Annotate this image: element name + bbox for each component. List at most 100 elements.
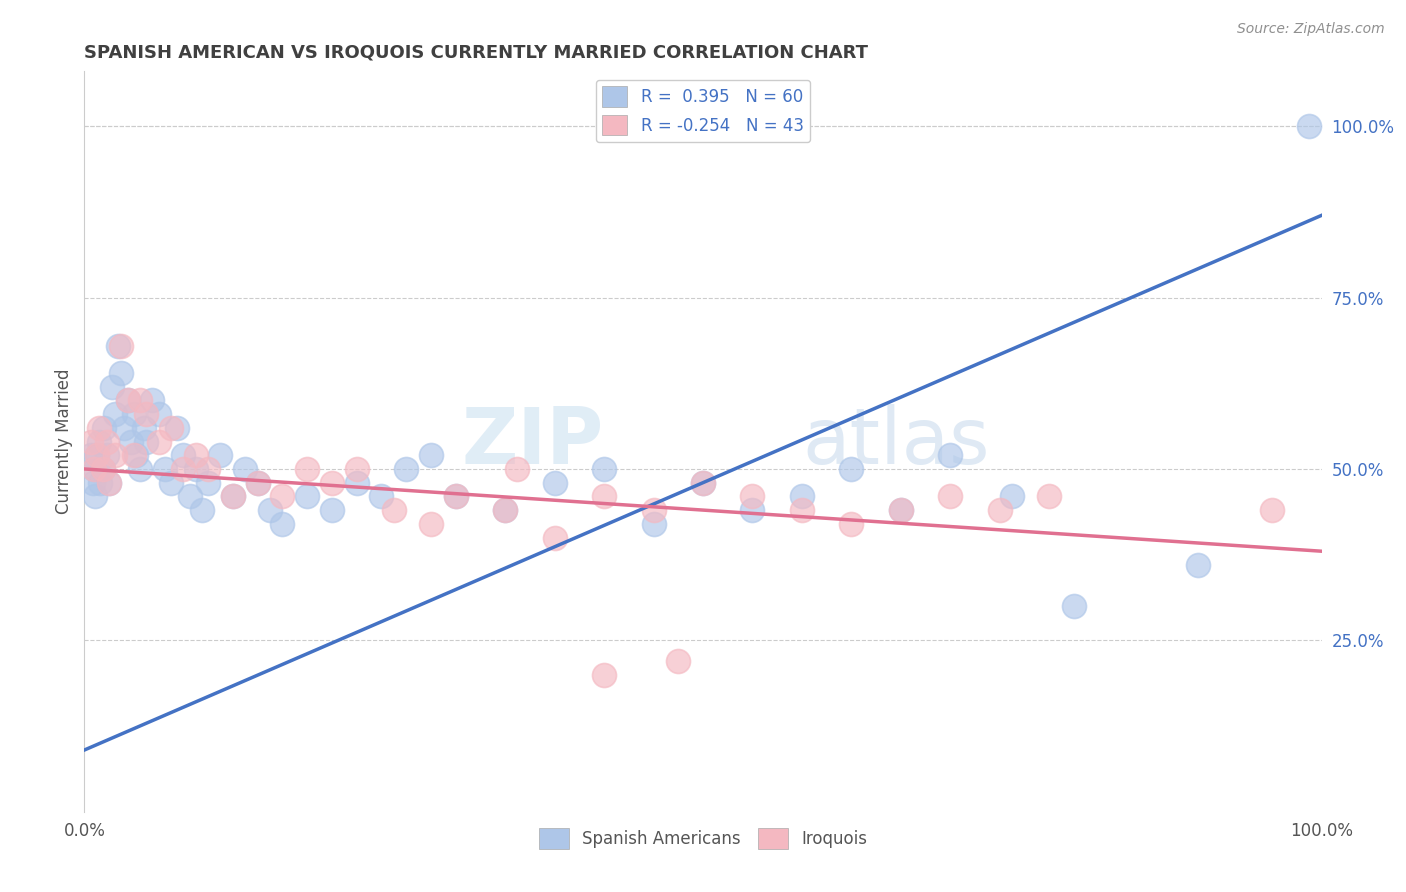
Point: [96, 448, 118, 462]
Point: [172, 448, 194, 462]
Point: [135, 434, 157, 449]
Point: [117, 393, 139, 408]
Point: [643, 516, 665, 531]
Point: [112, 421, 135, 435]
Point: [1063, 599, 1085, 613]
Point: [790, 503, 813, 517]
Point: [741, 503, 763, 517]
Point: [1001, 489, 1024, 503]
Point: [120, 434, 142, 449]
Point: [160, 421, 183, 435]
Point: [209, 448, 232, 462]
Point: [593, 489, 616, 503]
Point: [321, 503, 343, 517]
Point: [82, 475, 104, 490]
Point: [1261, 503, 1284, 517]
Point: [184, 448, 207, 462]
Point: [1038, 489, 1060, 503]
Point: [191, 503, 214, 517]
Point: [346, 475, 368, 490]
Text: atlas: atlas: [801, 403, 990, 480]
Point: [172, 462, 194, 476]
Point: [246, 475, 269, 490]
Point: [132, 421, 155, 435]
Point: [494, 503, 516, 517]
Point: [593, 462, 616, 476]
Point: [419, 448, 441, 462]
Point: [107, 338, 129, 352]
Point: [841, 462, 863, 476]
Point: [1187, 558, 1209, 572]
Point: [79, 448, 101, 462]
Point: [110, 366, 132, 380]
Point: [153, 462, 176, 476]
Point: [295, 489, 318, 503]
Point: [890, 503, 912, 517]
Point: [444, 489, 467, 503]
Point: [939, 489, 962, 503]
Point: [543, 475, 565, 490]
Point: [593, 667, 616, 681]
Point: [125, 448, 148, 462]
Point: [179, 489, 201, 503]
Point: [148, 434, 170, 449]
Point: [110, 338, 132, 352]
Text: ZIP: ZIP: [461, 403, 605, 480]
Point: [93, 421, 115, 435]
Point: [197, 475, 219, 490]
Point: [222, 489, 245, 503]
Point: [91, 462, 114, 476]
Point: [79, 434, 101, 449]
Point: [129, 393, 152, 408]
Point: [141, 393, 163, 408]
Point: [100, 380, 122, 394]
Point: [166, 421, 188, 435]
Point: [129, 462, 152, 476]
Point: [135, 407, 157, 421]
Point: [1298, 119, 1320, 133]
Point: [643, 503, 665, 517]
Point: [86, 448, 108, 462]
Point: [117, 393, 139, 408]
Point: [939, 448, 962, 462]
Point: [506, 462, 529, 476]
Point: [222, 489, 245, 503]
Point: [382, 503, 405, 517]
Point: [83, 462, 105, 476]
Point: [89, 434, 111, 449]
Point: [246, 475, 269, 490]
Point: [197, 462, 219, 476]
Point: [104, 407, 127, 421]
Point: [233, 462, 256, 476]
Point: [271, 489, 294, 503]
Point: [741, 489, 763, 503]
Point: [890, 503, 912, 517]
Point: [259, 503, 281, 517]
Point: [543, 531, 565, 545]
Point: [89, 421, 111, 435]
Point: [122, 407, 145, 421]
Point: [444, 489, 467, 503]
Point: [184, 462, 207, 476]
Point: [790, 489, 813, 503]
Point: [104, 448, 127, 462]
Point: [395, 462, 418, 476]
Point: [321, 475, 343, 490]
Point: [86, 448, 108, 462]
Point: [988, 503, 1011, 517]
Y-axis label: Currently Married: Currently Married: [55, 368, 73, 515]
Point: [370, 489, 392, 503]
Point: [148, 407, 170, 421]
Point: [84, 489, 107, 503]
Point: [271, 516, 294, 531]
Point: [841, 516, 863, 531]
Text: SPANISH AMERICAN VS IROQUOIS CURRENTLY MARRIED CORRELATION CHART: SPANISH AMERICAN VS IROQUOIS CURRENTLY M…: [84, 44, 869, 62]
Point: [91, 462, 114, 476]
Point: [692, 475, 714, 490]
Point: [346, 462, 368, 476]
Point: [160, 475, 183, 490]
Point: [494, 503, 516, 517]
Point: [83, 462, 105, 476]
Point: [96, 434, 118, 449]
Point: [98, 475, 121, 490]
